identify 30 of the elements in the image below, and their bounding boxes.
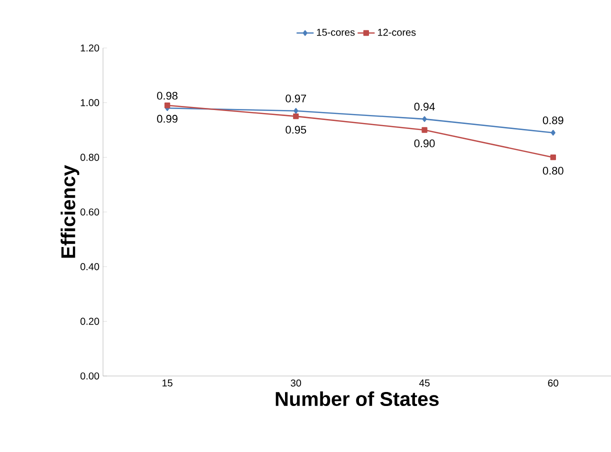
data-label: 0.90: [414, 140, 435, 148]
legend-label: 15-cores: [317, 28, 355, 36]
x-tick-label: 45: [419, 380, 430, 386]
y-tick-label: 1.00: [80, 99, 100, 106]
data-label: 0.98: [157, 92, 178, 100]
y-tick-label: 0.80: [80, 154, 100, 161]
y-tick-label: 0.40: [80, 263, 100, 270]
data-label: 0.95: [286, 126, 306, 134]
x-axis-title: Number of States: [276, 391, 439, 406]
y-tick-label: 1.20: [80, 44, 100, 52]
point: [422, 116, 427, 122]
y-tick-label: 0.20: [80, 318, 100, 325]
data-label: 0.80: [542, 166, 564, 175]
data-label: 0.97: [286, 94, 306, 102]
x-tick-label: 60: [548, 380, 558, 387]
data-label: 0.89: [542, 116, 564, 124]
point: [550, 130, 556, 136]
y-tick-label: 0.60: [80, 208, 100, 216]
data-label: 0.99: [157, 114, 178, 123]
x-tick-label: 15: [162, 380, 172, 386]
data-label: 0.94: [414, 102, 435, 111]
y-tick-label: 0.00: [80, 372, 100, 380]
legend-label: 12-cores: [378, 28, 416, 36]
point: [293, 113, 299, 120]
x-tick-label: 30: [290, 380, 302, 387]
point: [422, 127, 428, 133]
point: [164, 102, 170, 108]
y-axis-title: Efficiency: [60, 165, 80, 258]
point: [294, 108, 298, 114]
point: [550, 154, 556, 160]
